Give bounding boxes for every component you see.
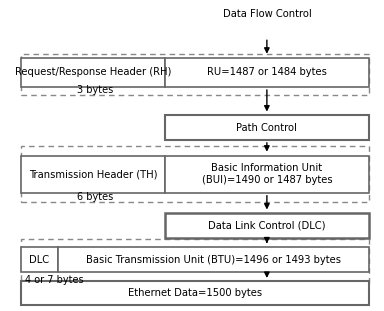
- Bar: [21, 239, 369, 285]
- Text: RU=1487 or 1484 bytes: RU=1487 or 1484 bytes: [207, 67, 327, 77]
- Text: DLC: DLC: [29, 255, 50, 265]
- Bar: [165, 213, 369, 238]
- Bar: [21, 54, 369, 95]
- Bar: [21, 58, 165, 87]
- Text: Path Control: Path Control: [237, 123, 297, 132]
- Bar: [21, 281, 369, 305]
- Bar: [58, 247, 369, 272]
- Text: Basic Information Unit
(BUI)=1490 or 1487 bytes: Basic Information Unit (BUI)=1490 or 148…: [202, 163, 332, 185]
- Bar: [165, 156, 369, 193]
- Text: Ethernet Data=1500 bytes: Ethernet Data=1500 bytes: [128, 288, 262, 298]
- Text: Transmission Header (TH): Transmission Header (TH): [29, 169, 157, 179]
- Text: 4 or 7 bytes: 4 or 7 bytes: [25, 275, 84, 285]
- Bar: [165, 115, 369, 140]
- Text: 6 bytes: 6 bytes: [77, 192, 113, 202]
- Text: Data Link Control (DLC): Data Link Control (DLC): [208, 220, 326, 230]
- Text: Request/Response Header (RH): Request/Response Header (RH): [15, 67, 171, 77]
- Text: Basic Transmission Unit (BTU)=1496 or 1493 bytes: Basic Transmission Unit (BTU)=1496 or 14…: [86, 255, 341, 265]
- Bar: [21, 156, 165, 193]
- Text: 3 bytes: 3 bytes: [77, 85, 113, 95]
- Bar: [21, 247, 58, 272]
- Bar: [165, 58, 369, 87]
- Bar: [21, 146, 369, 202]
- Text: Data Flow Control: Data Flow Control: [222, 9, 311, 19]
